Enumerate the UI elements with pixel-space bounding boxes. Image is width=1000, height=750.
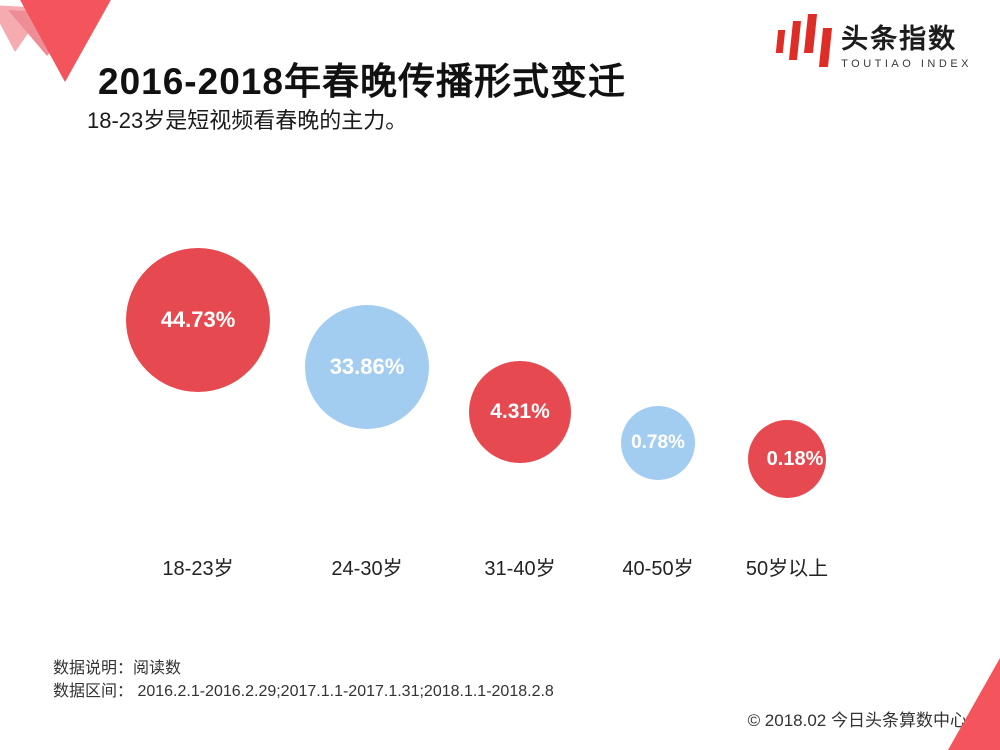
category-label-18-23岁: 18-23岁 [162, 558, 234, 580]
copyright-text: © 2018.02 今日头条算数中心 [747, 711, 967, 730]
category-label-24-30岁: 24-30岁 [331, 558, 403, 580]
chart-subtitle: 18-23岁是短视频看春晚的主力。 [87, 108, 408, 133]
toutiao-index-logo: 头条指数 TOUTIAO INDEX [767, 12, 972, 70]
category-label-40-50岁: 40-50岁 [622, 558, 694, 580]
bubble-24-30岁: 33.86% [305, 305, 429, 429]
bubble-50岁以上: 0.18% [748, 420, 826, 498]
bubble-value-label: 44.73% [160, 307, 236, 332]
page-title: 2016-2018年春晚传播形式变迁 [98, 60, 626, 102]
bubble-value-label: 33.86% [329, 354, 405, 379]
category-label-50岁以上: 50岁以上 [745, 558, 829, 580]
bubble-value-label: 0.78% [631, 432, 685, 453]
bubble-40-50岁: 0.78% [621, 406, 695, 480]
data-notes: 数据说明：阅读数 数据区间： 2016.2.1-2016.2.29;2017.1… [53, 657, 554, 703]
bubble-value-label: 0.18% [766, 447, 824, 470]
logo-text: 头条指数 TOUTIAO INDEX [841, 26, 972, 70]
bubble-18-23岁: 44.73% [126, 248, 270, 392]
bubble-31-40岁: 4.31% [469, 361, 571, 463]
logo-name-en: TOUTIAO INDEX [841, 58, 972, 70]
category-label-31-40岁: 31-40岁 [484, 558, 556, 580]
data-note-line: 数据说明：阅读数 [53, 660, 182, 677]
data-range-line: 数据区间： 2016.2.1-2016.2.29;2017.1.1-2017.1… [53, 683, 554, 700]
logo-name-cn: 头条指数 [841, 24, 958, 54]
bubble-value-label: 4.31% [490, 400, 550, 423]
